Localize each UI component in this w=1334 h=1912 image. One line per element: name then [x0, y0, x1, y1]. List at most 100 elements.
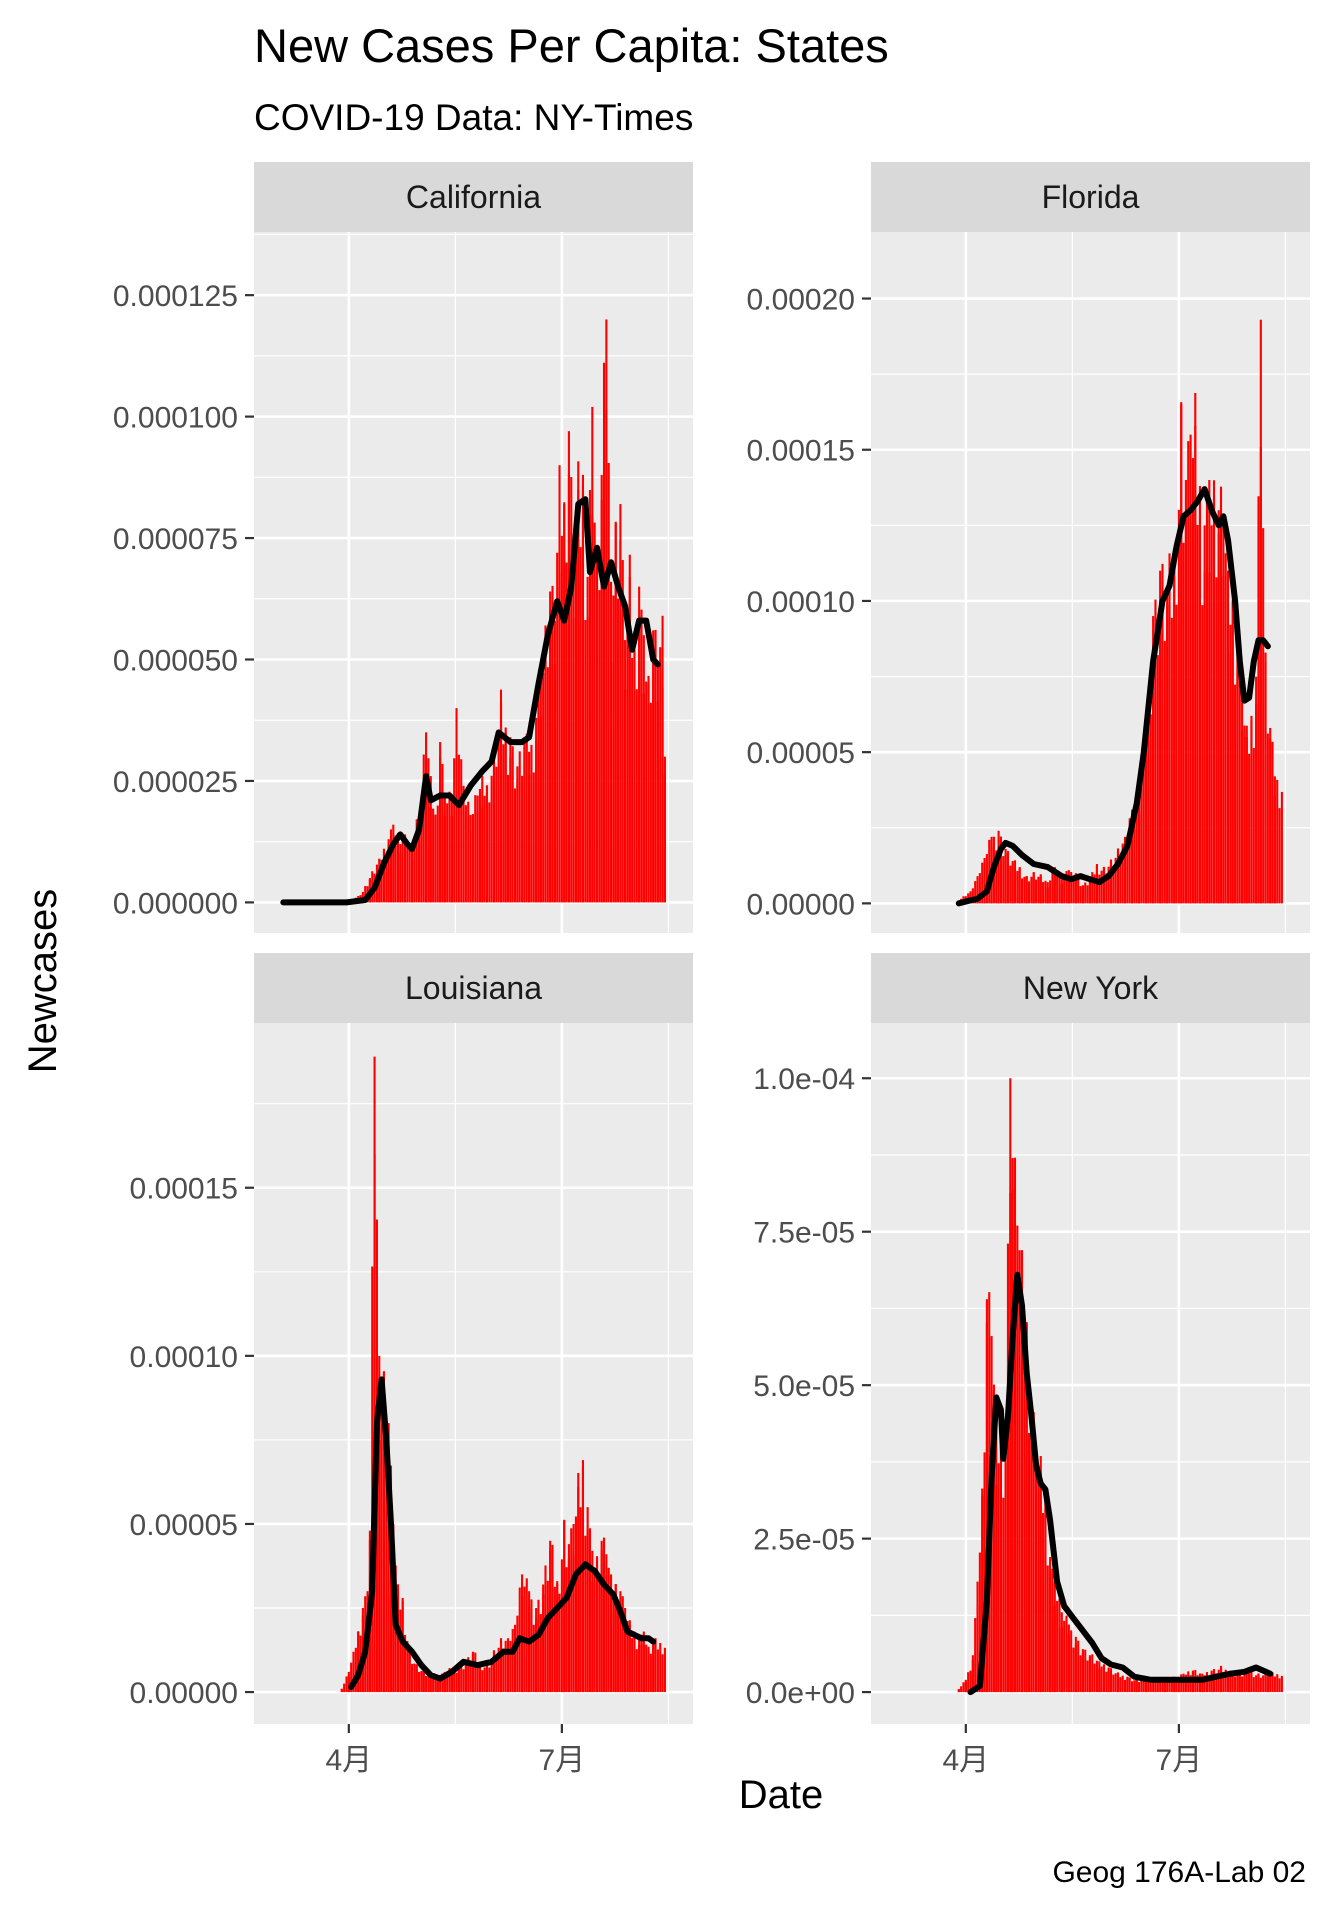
bar — [971, 888, 974, 904]
bar — [988, 839, 991, 904]
bar — [488, 1667, 491, 1693]
bar — [1009, 865, 1012, 904]
bar — [1105, 1671, 1108, 1693]
bar — [1013, 1157, 1017, 1693]
bar — [378, 1355, 381, 1693]
bar — [1053, 1581, 1056, 1693]
bar — [354, 1647, 357, 1693]
y-tick-label: 1.0e-04 — [753, 1063, 855, 1096]
bar — [621, 1596, 624, 1693]
bar — [535, 1608, 538, 1693]
bar — [364, 886, 367, 903]
bar — [1091, 1654, 1094, 1693]
bar — [1257, 1673, 1260, 1693]
bar — [406, 1640, 409, 1693]
bar — [1037, 876, 1040, 904]
bar — [1044, 1489, 1047, 1693]
bar — [1016, 870, 1019, 904]
bar — [638, 586, 641, 903]
bar — [1208, 479, 1211, 904]
bar — [1243, 1673, 1246, 1693]
bar — [1266, 733, 1269, 904]
bar — [605, 319, 608, 903]
bar — [1217, 510, 1220, 904]
bar — [663, 756, 666, 903]
bar — [1025, 1323, 1028, 1693]
bar — [439, 742, 442, 903]
bar — [1152, 616, 1155, 904]
bar — [518, 751, 521, 903]
bar — [1269, 727, 1272, 904]
bar — [403, 834, 407, 903]
bar — [502, 744, 505, 903]
bar — [1175, 604, 1178, 904]
bar — [1079, 886, 1082, 904]
bar — [1023, 1336, 1026, 1693]
bar — [577, 1486, 580, 1693]
bar — [1020, 878, 1024, 904]
bar — [1119, 855, 1122, 904]
bar — [1262, 1675, 1265, 1693]
bar — [556, 1581, 559, 1693]
bar — [1072, 1647, 1075, 1693]
bar — [462, 785, 465, 903]
bar — [1060, 1612, 1063, 1693]
bar — [1114, 857, 1117, 904]
bar — [652, 1641, 655, 1693]
y-tick-label: 0.000050 — [113, 644, 238, 677]
bar — [1208, 1675, 1211, 1693]
bar — [453, 1668, 456, 1693]
bar — [659, 647, 662, 903]
bar — [1107, 1667, 1110, 1693]
bar — [1145, 1679, 1148, 1693]
bar — [469, 1661, 472, 1693]
bar — [1044, 880, 1047, 904]
bar — [1189, 434, 1192, 904]
bar — [1161, 1679, 1164, 1693]
bar — [542, 672, 545, 903]
bar — [978, 873, 981, 904]
bar — [525, 1578, 528, 1693]
bar — [659, 1643, 662, 1693]
bar — [1142, 1678, 1145, 1693]
bar — [1135, 795, 1138, 904]
bar — [1074, 873, 1077, 904]
bar — [1184, 1674, 1187, 1693]
bar — [1173, 1676, 1176, 1693]
bar — [1077, 877, 1080, 904]
bar — [429, 1675, 432, 1693]
bar — [420, 795, 423, 903]
bar — [1049, 880, 1052, 904]
bar — [460, 1663, 463, 1693]
bar — [1241, 1676, 1244, 1693]
facet-label: Florida — [1042, 179, 1140, 215]
bar — [483, 1667, 486, 1693]
bar — [1030, 1397, 1033, 1693]
y-tick-label: 0.00005 — [747, 737, 855, 770]
y-tick-label: 0.00010 — [130, 1341, 238, 1374]
bar — [1203, 1675, 1206, 1693]
bar — [626, 625, 629, 903]
bar — [441, 1673, 444, 1693]
bar — [553, 1586, 556, 1693]
bar — [521, 775, 524, 903]
y-tick-label: 0.00020 — [747, 284, 855, 317]
bar — [1252, 747, 1255, 904]
bar — [1278, 1678, 1281, 1693]
bar — [410, 848, 414, 903]
bar — [1276, 1674, 1279, 1693]
bar — [1056, 1600, 1059, 1693]
bar — [1159, 570, 1162, 904]
bar — [478, 1661, 481, 1693]
bar — [413, 1663, 416, 1693]
bar — [1058, 874, 1061, 904]
bar — [1128, 818, 1131, 904]
bar — [1070, 1630, 1073, 1693]
bar — [1248, 1670, 1251, 1693]
bar — [396, 1591, 400, 1693]
bar — [1105, 873, 1108, 904]
y-tick-label: 2.5e-05 — [753, 1524, 855, 1557]
bar — [1049, 1557, 1052, 1693]
bar — [1102, 867, 1106, 904]
bar — [1203, 525, 1206, 904]
